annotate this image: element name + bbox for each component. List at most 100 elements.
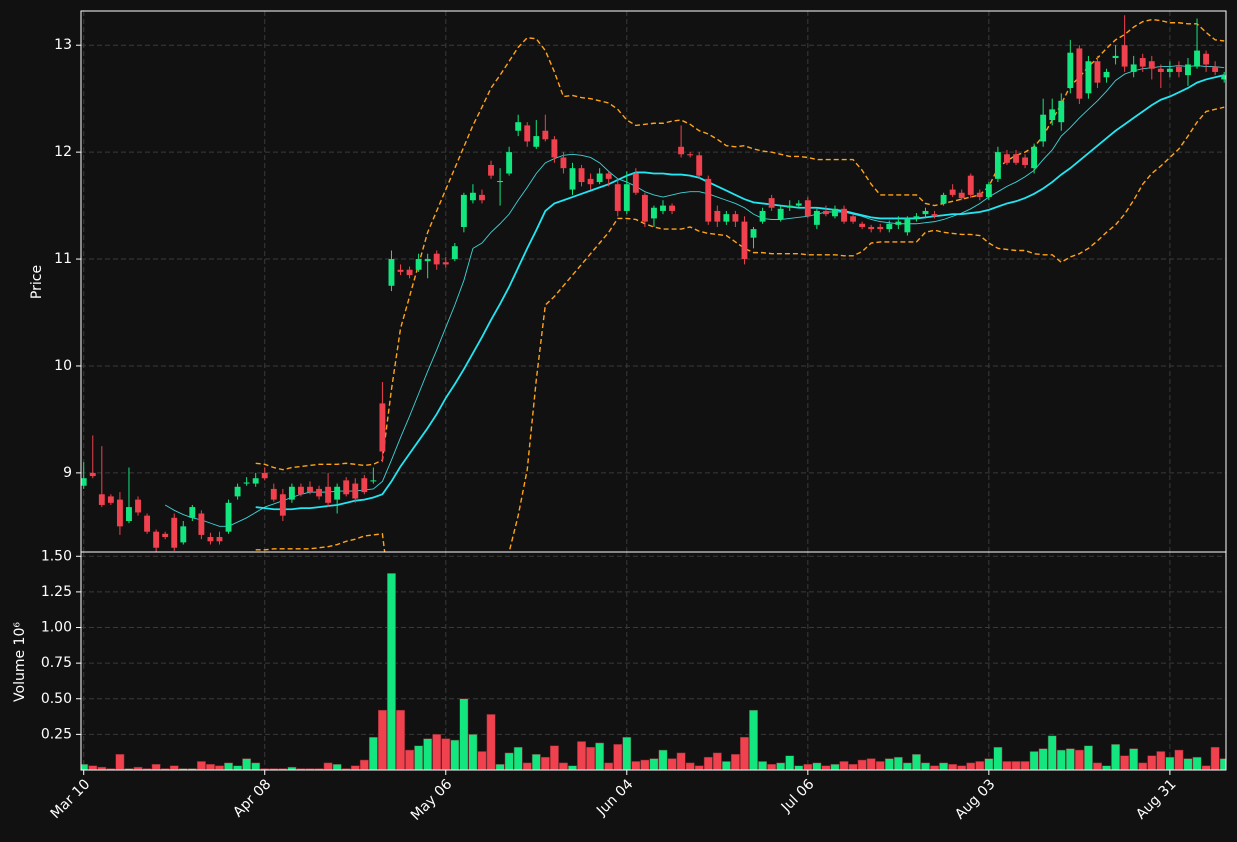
volume-bar [731, 754, 740, 770]
candle-body [804, 200, 811, 217]
candle-body [1022, 157, 1029, 165]
volume-bar [613, 744, 623, 770]
candle-body [243, 482, 250, 484]
volume-bar [1029, 751, 1039, 770]
volume-bar [423, 738, 433, 770]
candle-body [569, 168, 576, 190]
volume-bar [649, 758, 659, 770]
candle-body [750, 229, 757, 238]
candle-body [279, 494, 286, 516]
volume-bar [504, 752, 514, 770]
volume-bar [1174, 749, 1184, 770]
volume-bar [577, 741, 586, 770]
candle-body [515, 122, 522, 131]
candle-body [994, 152, 1001, 179]
candle-body [696, 155, 703, 176]
candle-body [976, 192, 983, 198]
volume-bar [803, 764, 813, 770]
volume-bar [1084, 745, 1093, 770]
candle-body [153, 531, 160, 548]
candle-body [171, 517, 178, 548]
candle-body [298, 486, 304, 495]
volume-bar [712, 752, 722, 770]
volume-bar [586, 746, 596, 770]
candle-body [270, 488, 277, 500]
volume-bar [459, 698, 469, 770]
candle-body [1058, 100, 1065, 123]
volume-bar [1138, 762, 1148, 770]
candle-body [1031, 146, 1038, 169]
candle-body [198, 513, 205, 535]
candle-body [895, 221, 902, 225]
volume-bar [522, 762, 532, 770]
volume-bar [359, 759, 369, 770]
candle-body [1103, 71, 1110, 78]
candle-body [497, 180, 504, 183]
candle-body [406, 269, 413, 276]
candle-body [551, 139, 558, 158]
candle-body [922, 210, 929, 215]
volume-bar [169, 765, 179, 770]
candle-body [469, 192, 476, 201]
volume-bar [884, 758, 894, 770]
candle-body [524, 125, 531, 142]
volume-bar [921, 762, 930, 770]
candle-body [786, 205, 793, 208]
volume-bar [658, 749, 668, 770]
candle-body [822, 210, 829, 215]
volume-bar [486, 714, 496, 770]
volume-bar [595, 742, 605, 770]
volume-bar [740, 736, 749, 770]
candle-body [288, 486, 295, 500]
volume-bar [821, 765, 831, 770]
candle-body [850, 216, 857, 222]
candle-body [1094, 61, 1101, 83]
candle-body [1040, 114, 1047, 142]
candle-body [1194, 50, 1200, 67]
candle-body [506, 152, 513, 174]
candle-body [596, 173, 603, 183]
candle-body [841, 208, 847, 222]
overlay-line [255, 106, 1225, 552]
volume-bar [1093, 762, 1102, 770]
y-tick-label: 1.50 [41, 548, 72, 564]
volume-bar [866, 758, 876, 770]
candle-body [126, 507, 132, 521]
candle-body [832, 208, 838, 217]
candle-body [1013, 154, 1019, 163]
candle-body [669, 205, 675, 211]
volume-bar [794, 765, 804, 770]
volume-bar [604, 762, 614, 770]
y-tick-label: 10 [54, 358, 72, 374]
volume-bar [477, 751, 487, 770]
volume-bar [1201, 765, 1211, 770]
candle-body [868, 226, 875, 230]
candle-body [325, 486, 332, 503]
volume-bar [1156, 751, 1166, 770]
candle-body [542, 130, 549, 140]
volume-bar [749, 709, 758, 770]
y-tick-label: 0.75 [41, 655, 72, 671]
candle-body [931, 214, 938, 217]
volume-bar [993, 746, 1003, 770]
y-tick-label: 12 [54, 144, 72, 160]
candle-body [904, 218, 911, 233]
candle-body [560, 157, 567, 169]
volume-bar [1120, 755, 1130, 770]
candle-body [107, 496, 114, 503]
candle-body [1085, 61, 1092, 94]
volume-bar [875, 761, 885, 770]
volume-bar [133, 766, 143, 770]
candle-body [1139, 58, 1146, 67]
candle-body [1203, 53, 1210, 65]
volume-bar [332, 764, 342, 770]
volume-bar [387, 573, 396, 770]
volume-bar [912, 754, 921, 770]
candle-body [714, 210, 721, 222]
candle-body [1067, 52, 1074, 88]
volume-bar [1020, 761, 1030, 770]
volume-bar [758, 761, 767, 770]
volume-bar [939, 762, 949, 770]
volume-bar [839, 761, 849, 770]
